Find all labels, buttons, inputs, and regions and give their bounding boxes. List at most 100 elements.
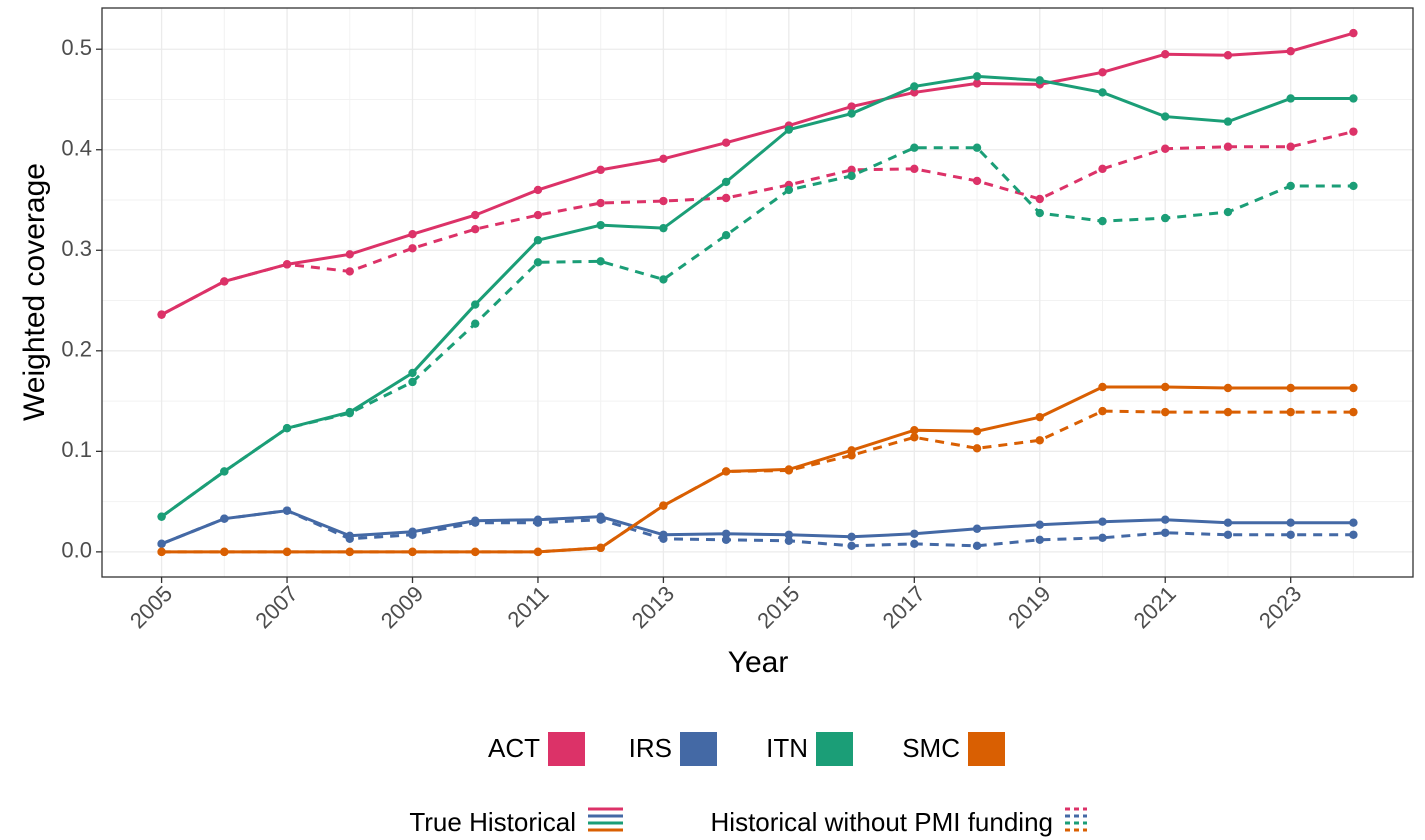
point [596,165,605,175]
point [1035,520,1044,529]
plot-border [101,7,1414,578]
point [972,541,982,551]
point [282,506,292,515]
series-line [160,74,1354,518]
point [345,250,354,259]
point [408,530,417,539]
point [1161,112,1170,121]
point [157,539,166,549]
point [408,244,417,253]
series-line [161,509,1354,548]
point [784,185,794,195]
point [972,427,982,436]
point [282,547,292,557]
point [471,319,480,328]
point [1223,530,1233,539]
point [408,368,417,378]
point [1223,142,1233,151]
point [220,514,229,523]
point [471,547,480,557]
point [282,424,292,433]
x-tick-label: 2015 [752,581,804,633]
point [659,501,668,510]
point [408,377,417,387]
x-tick-label: 2009 [376,581,428,633]
point [1035,208,1044,218]
point [1098,517,1107,526]
y-tick-label: 0.5 [61,35,92,60]
point [721,535,731,545]
point [408,547,417,557]
series-line [161,509,1354,546]
point [972,176,982,186]
point [282,260,292,269]
point [1349,530,1358,539]
y-tick-label: 0.3 [61,236,92,261]
y-tick-label: 0.4 [61,136,92,161]
point [596,543,605,553]
y-tick-label: 0.0 [61,538,92,563]
point [1223,117,1233,126]
point [910,82,919,91]
point [533,236,543,245]
point [220,277,229,286]
point [784,536,794,546]
point [784,466,794,475]
x-tick-label: 2013 [627,581,679,633]
point [1035,194,1044,204]
point [1349,28,1358,38]
point [847,532,856,541]
point [910,143,919,152]
point [1098,382,1107,392]
point [596,198,605,208]
x-tick-label: 2023 [1254,581,1306,633]
point [972,444,982,453]
point [471,224,480,234]
point [721,177,731,187]
point [972,72,982,81]
legend-label: IRS [629,733,672,763]
legend-label: Historical without PMI funding [711,807,1053,837]
point [471,300,480,309]
series-line [160,31,1354,316]
point [1098,216,1107,226]
point [345,267,354,276]
point [533,258,543,267]
point [847,102,856,111]
legend-swatch [548,732,585,766]
point [1223,51,1233,60]
point [1098,88,1107,97]
point [345,547,354,557]
series-line [161,409,1354,554]
point [533,518,543,527]
point [721,230,731,240]
point [659,223,668,233]
point [1286,383,1295,393]
point [972,143,982,152]
point [1286,518,1295,527]
point [1161,382,1170,392]
point [408,229,417,239]
point [1098,68,1107,77]
point [1161,528,1170,537]
point [1098,406,1107,416]
point [1349,407,1358,417]
point [471,210,480,220]
point [847,451,856,460]
legend-label: ACT [488,733,540,763]
point [157,547,166,557]
point [910,529,919,538]
point [1223,407,1233,417]
point [471,518,480,527]
point [847,541,856,551]
point [157,310,166,319]
legend-swatch [680,732,717,766]
x-tick-label: 2005 [125,581,177,633]
point [847,165,856,175]
point [1286,47,1295,56]
point [1286,407,1295,417]
point [910,433,919,442]
point [220,547,229,557]
point [596,515,605,524]
